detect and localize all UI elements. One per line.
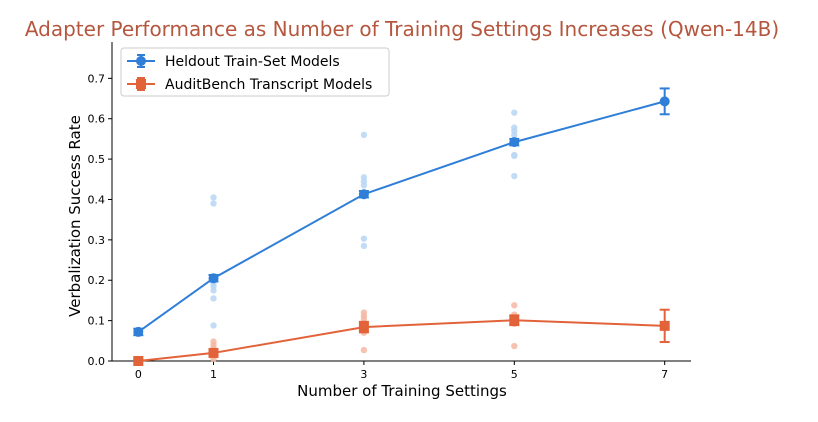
- y-tick-label: 0.2: [88, 274, 106, 287]
- x-axis-label: Number of Training Settings: [297, 382, 507, 400]
- individual-point: [210, 200, 217, 207]
- y-axis-label: Verbalization Success Rate: [66, 115, 84, 317]
- data-point: [659, 96, 670, 107]
- legend: Heldout Train-Set Models AuditBench Trans…: [120, 47, 390, 97]
- data-point: [358, 322, 369, 333]
- legend-box: [120, 47, 390, 97]
- data-point: [358, 189, 369, 200]
- data-point: [208, 273, 219, 284]
- y-tick-label: 0.0: [88, 355, 106, 368]
- individual-point: [210, 322, 217, 329]
- data-point: [208, 347, 219, 358]
- y-tick-label: 0.3: [88, 234, 106, 247]
- data-point: [509, 315, 520, 326]
- individual-points: [135, 109, 518, 364]
- series-line: [137, 100, 665, 333]
- legend-label: AuditBench Transcript Models: [165, 77, 372, 93]
- axes: 0.0 0.1 0.2 0.3 0.4 0.5 0.6 0.7 0 1 3 5 7: [88, 42, 691, 381]
- data-point: [133, 356, 144, 366]
- x-tick-label: 5: [511, 368, 518, 381]
- individual-point: [511, 172, 518, 180]
- legend-marker: [136, 79, 146, 89]
- individual-point: [511, 152, 518, 160]
- individual-point: [360, 235, 368, 242]
- individual-point: [511, 302, 518, 309]
- individual-point: [360, 346, 368, 354]
- y-tick-label: 0.4: [88, 193, 106, 206]
- x-tick-label: 3: [360, 368, 367, 381]
- individual-point: [511, 342, 518, 350]
- legend-marker: [136, 56, 146, 66]
- series-lines: [133, 87, 670, 366]
- individual-point: [210, 194, 217, 201]
- y-tick-label: 0.6: [88, 113, 106, 126]
- individual-point: [360, 131, 368, 139]
- individual-point: [360, 242, 368, 250]
- individual-point: [210, 287, 217, 294]
- y-tick-label: 0.1: [88, 315, 106, 328]
- x-tick-label: 1: [210, 368, 217, 381]
- legend-label: Heldout Train-Set Models: [165, 54, 340, 70]
- chart-title: Adapter Performance as Number of Trainin…: [25, 17, 779, 41]
- individual-point: [511, 131, 518, 139]
- individual-point: [210, 295, 217, 302]
- data-point: [659, 320, 670, 331]
- y-tick-label: 0.7: [88, 72, 106, 85]
- x-tick-label: 0: [135, 368, 142, 381]
- individual-point: [360, 182, 368, 189]
- x-tick-label: 7: [661, 368, 668, 381]
- data-point: [133, 326, 144, 337]
- y-tick-label: 0.5: [88, 153, 106, 166]
- data-point: [509, 137, 520, 148]
- individual-point: [511, 109, 518, 116]
